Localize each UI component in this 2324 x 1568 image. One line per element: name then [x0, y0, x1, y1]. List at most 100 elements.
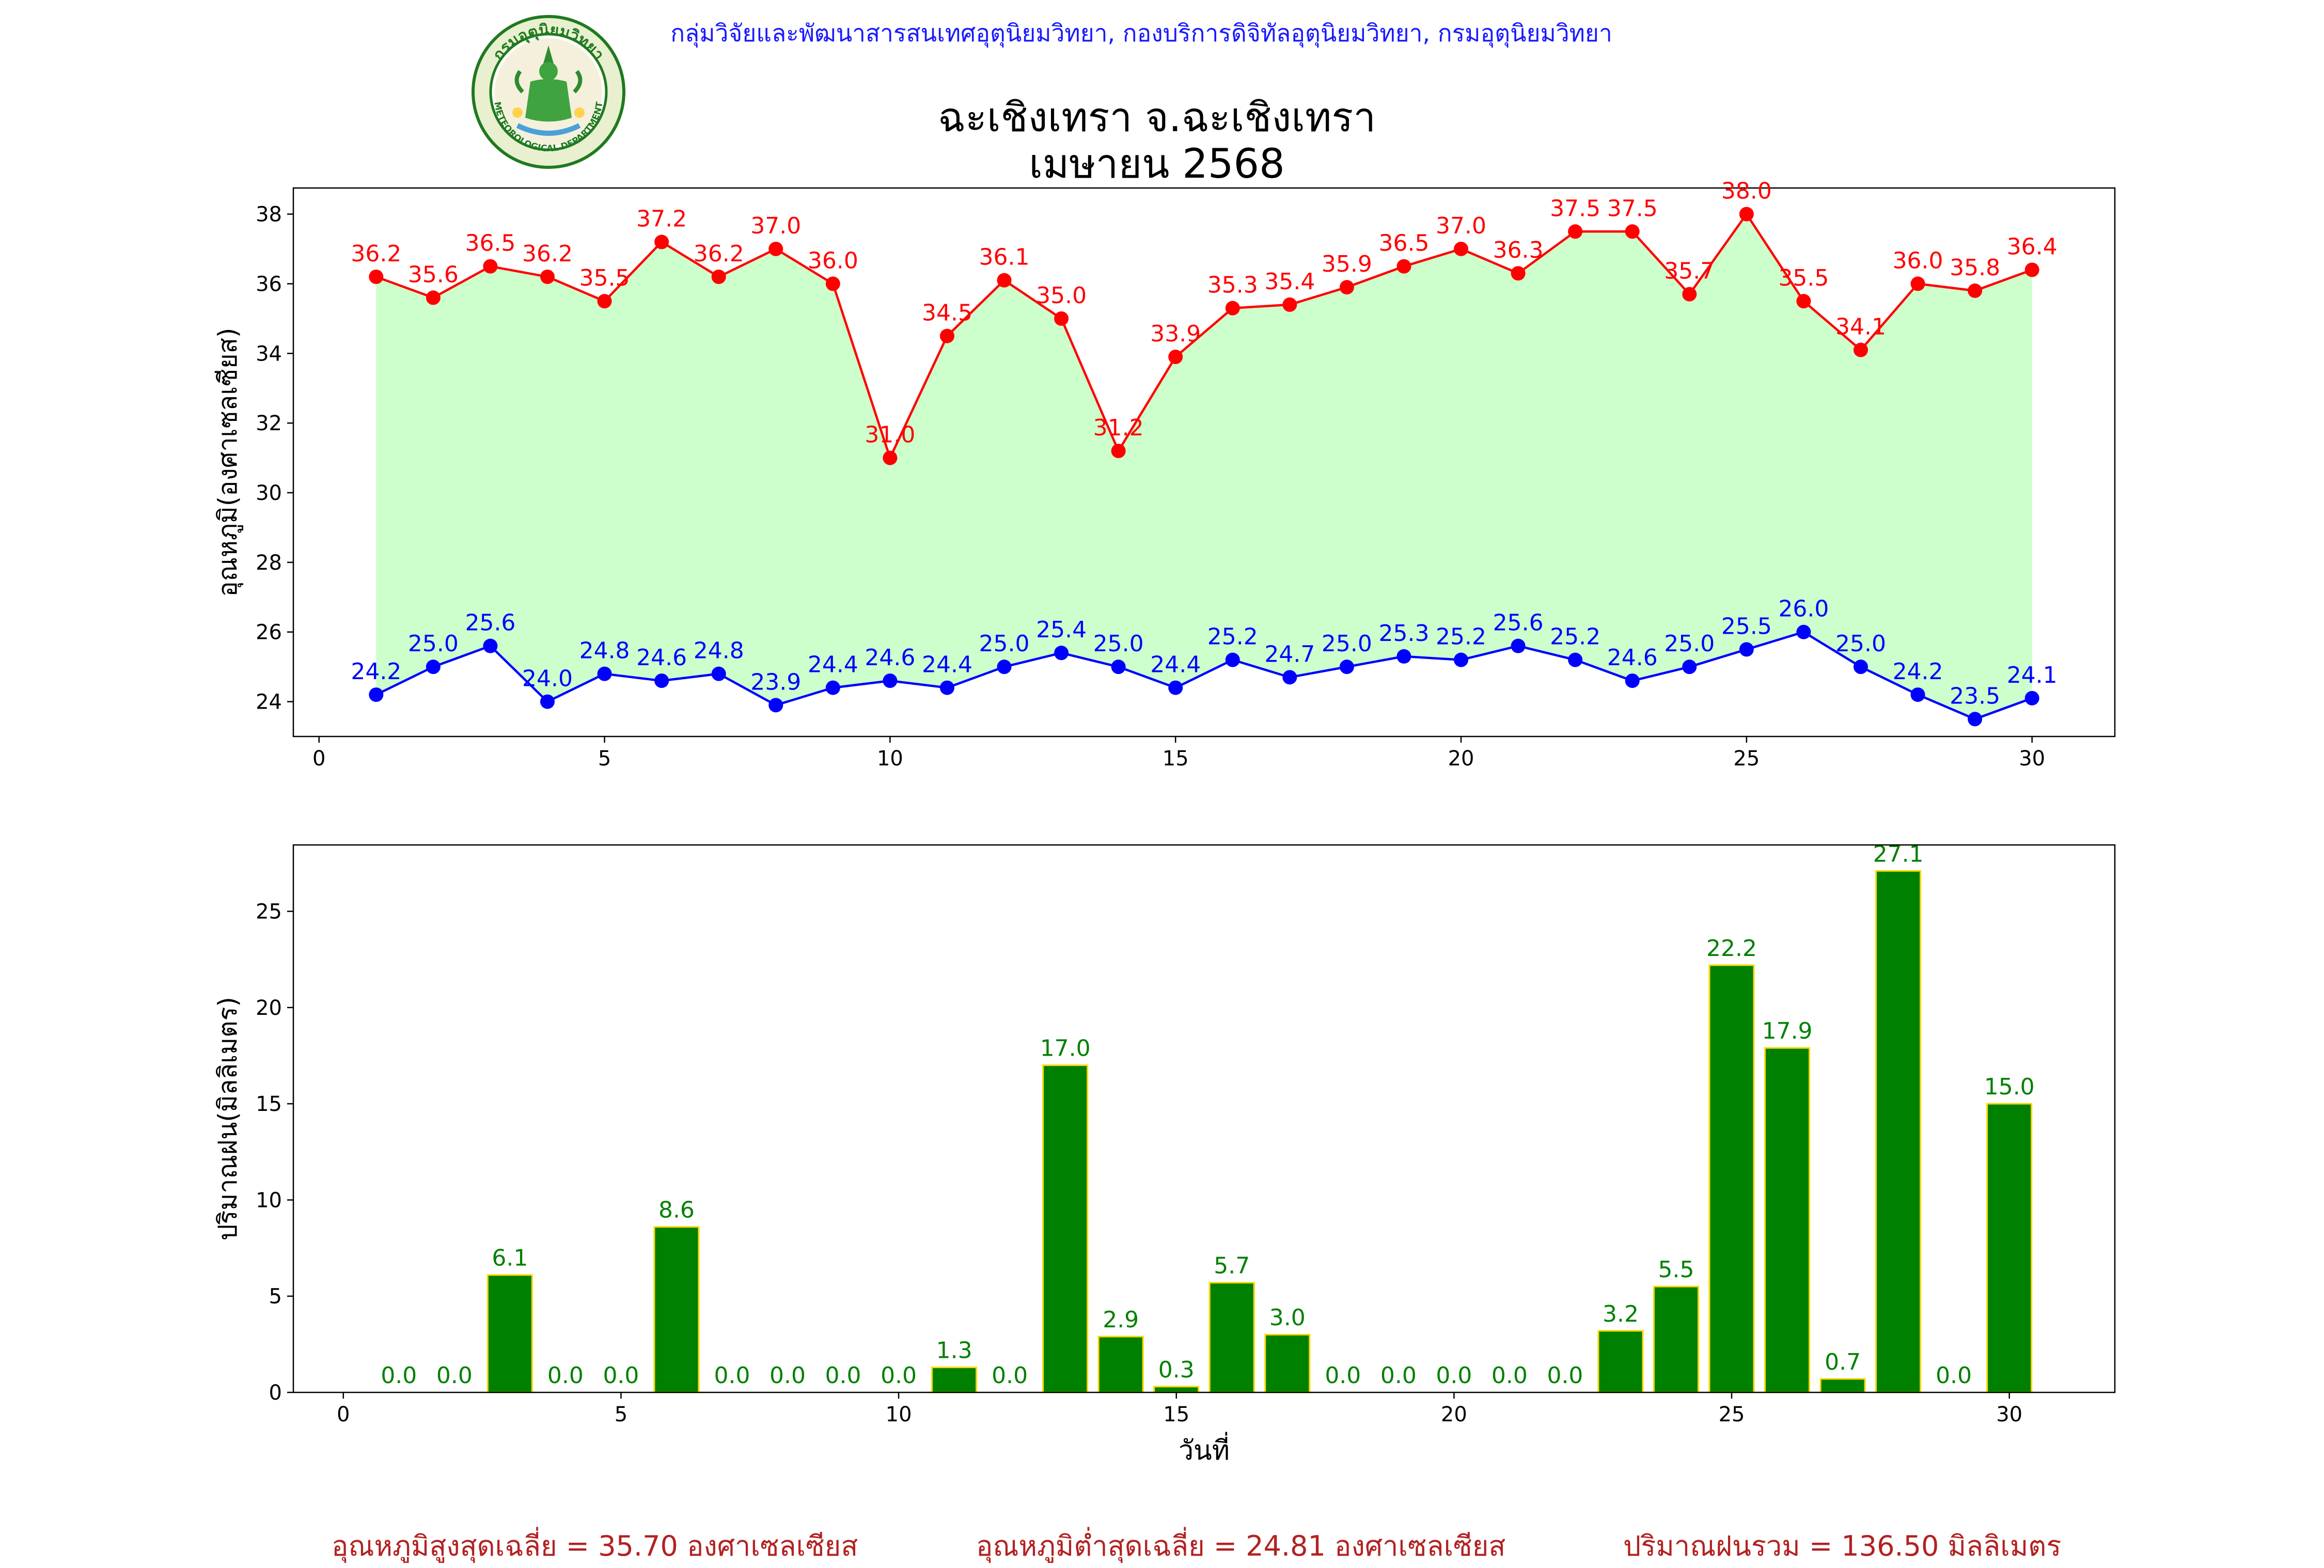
min-temp-point [1054, 646, 1069, 661]
min-temp-point [1396, 649, 1411, 664]
max-temp-value-label: 37.0 [1436, 213, 1486, 239]
max-temp-point [654, 234, 669, 249]
rainfall-value-label: 2.9 [1103, 1307, 1139, 1333]
max-temp-value-label: 36.0 [808, 247, 858, 274]
min-temp-value-label: 25.2 [1436, 624, 1486, 650]
max-temp-point [1968, 283, 1983, 298]
min-temp-point [369, 687, 384, 702]
temperature-x-tick-label: 20 [1448, 747, 1474, 771]
rainfall-chart: 0.0 0.0 6.1 0.0 0.0 8.6 0.0 0.0 0.0 0.0 1.3 0.0 17.0… [213, 841, 2116, 1466]
rainfall-value-label: 0.0 [1491, 1362, 1528, 1389]
max-temp-point [939, 328, 954, 343]
rainfall-bar [653, 1226, 700, 1393]
rainfall-x-tick-label: 10 [886, 1403, 912, 1426]
rainfall-bar [1264, 1334, 1311, 1393]
temperature-y-tick-label: 28 [256, 551, 282, 575]
max-temp-value-label: 35.0 [1036, 283, 1087, 309]
min-temp-point [939, 680, 954, 695]
min-temp-point [1853, 660, 1868, 675]
min-temp-value-label: 25.2 [1207, 624, 1258, 650]
min-temp-point [1682, 660, 1697, 675]
rainfall-value-label: 0.0 [825, 1362, 861, 1389]
max-temp-point [597, 294, 612, 309]
rainfall-x-tick-label: 0 [337, 1403, 350, 1426]
min-temp-value-label: 25.0 [1835, 631, 1886, 657]
rainfall-value-label: 8.6 [658, 1197, 695, 1224]
rainfall-bar [1208, 1282, 1255, 1393]
temperature-plot-frame [292, 187, 2116, 738]
rainfall-y-tick-label: 25 [256, 900, 282, 924]
temperature-x-tick-label: 30 [2019, 747, 2045, 771]
rainfall-y-tick-label: 15 [256, 1092, 282, 1116]
temperature-y-tick-label: 34 [256, 342, 282, 366]
rainfall-value-label: 6.1 [492, 1245, 528, 1272]
min-temp-value-label: 23.5 [1950, 683, 2000, 709]
max-temp-point [1682, 287, 1697, 302]
min-temp-value-label: 25.0 [1322, 631, 1372, 657]
max-temp-value-label: 38.0 [1721, 178, 1772, 205]
rainfall-x-tick-label: 20 [1441, 1403, 1467, 1426]
min-temp-point [1625, 673, 1640, 688]
rainfall-bar [486, 1274, 533, 1393]
max-temp-value-label: 37.5 [1607, 195, 1658, 222]
max-temp-value-label: 36.2 [351, 241, 401, 267]
rainfall-value-label: 0.0 [381, 1362, 417, 1389]
max-temp-point [1282, 297, 1297, 312]
min-temp-point [1511, 638, 1526, 653]
min-temp-point [1339, 660, 1354, 675]
max-temp-point [825, 276, 840, 291]
min-temp-value-label: 24.6 [636, 645, 687, 671]
rainfall-bar [1042, 1064, 1089, 1393]
rainfall-value-label: 0.0 [603, 1362, 639, 1389]
rainfall-bar [1597, 1330, 1644, 1393]
min-temp-value-label: 25.0 [1664, 631, 1715, 657]
max-temp-value-label: 35.8 [1950, 255, 2000, 281]
temperature-x-tick-label: 10 [877, 747, 903, 771]
rainfall-value-label: 0.3 [1158, 1357, 1195, 1383]
min-temp-value-label: 24.7 [1264, 641, 1315, 667]
max-temp-value-label: 35.9 [1322, 251, 1372, 277]
min-temp-point [1568, 652, 1583, 667]
min-temp-value-label: 25.5 [1721, 613, 1772, 639]
min-temp-point [1739, 642, 1754, 657]
rainfall-bar [1819, 1378, 1866, 1393]
rainfall-value-label: 5.7 [1214, 1253, 1250, 1279]
min-temp-point [2024, 691, 2039, 705]
min-temp-point [654, 673, 669, 688]
rainfall-x-tick-label: 5 [615, 1403, 627, 1426]
min-temp-value-label: 25.6 [1493, 610, 1544, 636]
max-temp-point [768, 242, 783, 256]
max-temp-value-label: 36.5 [465, 230, 515, 257]
min-temp-value-label: 25.0 [979, 631, 1030, 657]
rainfall-value-label: 0.0 [1436, 1362, 1472, 1389]
temperature-range-fill [376, 214, 2032, 719]
min-temp-point [426, 660, 441, 675]
max-temp-value-label: 36.4 [2007, 233, 2058, 260]
max-temp-point [711, 269, 726, 284]
chart-title-month: เมษายน 2568 [1029, 141, 1285, 187]
min-temp-value-label: 24.6 [1607, 645, 1658, 671]
rainfall-value-label: 0.0 [714, 1362, 750, 1389]
min-temp-value-label: 24.2 [351, 658, 401, 685]
min-temp-point [597, 666, 612, 681]
max-temp-point [1225, 301, 1240, 316]
max-temp-point [540, 269, 555, 284]
rainfall-value-label: 17.9 [1762, 1018, 1813, 1044]
temperature-chart: 0 5 10 15 20 25 30 24 26 28 30 32 34 36 38 อุณหภูมิ(องศ… [213, 178, 2116, 771]
max-temp-point [2024, 262, 2039, 277]
min-temp-value-label: 24.4 [922, 652, 972, 678]
rainfall-value-label: 0.0 [881, 1362, 917, 1389]
temperature-y-tick-label: 24 [256, 691, 282, 714]
max-temp-point [1796, 294, 1811, 309]
min-temp-value-label: 25.0 [408, 631, 459, 657]
temperature-y-tick-label: 26 [256, 621, 282, 645]
min-temp-value-label: 23.9 [750, 669, 801, 695]
rainfall-x-axis-label: วันที่ [1179, 1432, 1230, 1466]
meteorological-department-logo: กรมอุตุนิยมวิทยา METEOROLOGICAL DEPARTME… [472, 15, 625, 169]
max-temp-value-label: 31.2 [1093, 415, 1144, 441]
rainfall-bar [1986, 1103, 2033, 1393]
rainfall-value-label: 5.5 [1658, 1257, 1694, 1283]
rainfall-x-tick-label: 15 [1163, 1403, 1189, 1426]
min-temp-value-label: 25.3 [1378, 620, 1429, 647]
min-temp-point [1968, 712, 1983, 727]
